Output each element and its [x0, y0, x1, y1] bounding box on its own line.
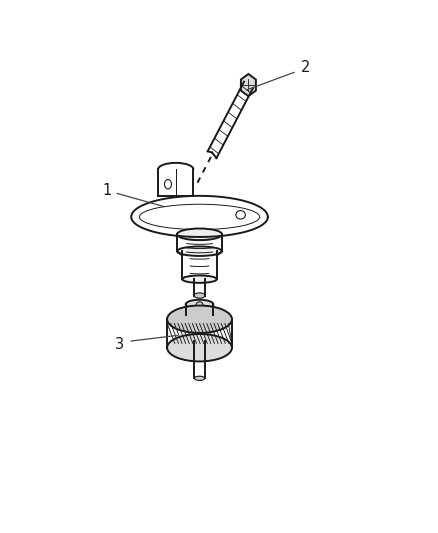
Ellipse shape — [167, 334, 232, 361]
Ellipse shape — [167, 305, 232, 333]
Ellipse shape — [194, 293, 205, 298]
Ellipse shape — [186, 300, 213, 309]
Ellipse shape — [177, 246, 222, 256]
Text: 3: 3 — [115, 337, 124, 352]
Ellipse shape — [194, 376, 205, 381]
Text: 2: 2 — [301, 60, 310, 75]
Ellipse shape — [186, 311, 213, 319]
Ellipse shape — [177, 229, 222, 240]
Ellipse shape — [182, 276, 217, 283]
Polygon shape — [241, 74, 256, 96]
Text: 1: 1 — [102, 182, 111, 198]
